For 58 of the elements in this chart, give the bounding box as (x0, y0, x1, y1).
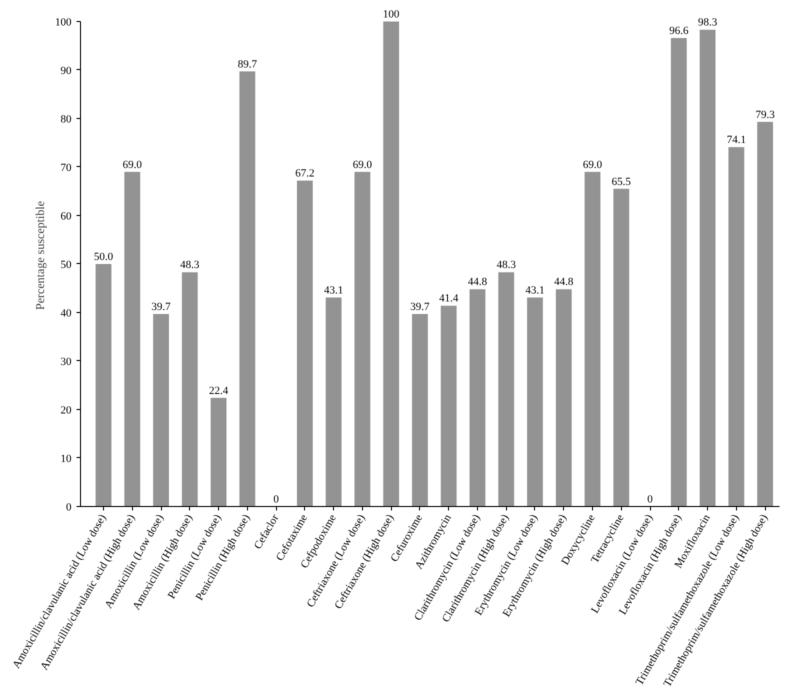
bar (296, 180, 313, 506)
y-tick-label: 40 (60, 307, 72, 320)
data-label: 74.1 (726, 134, 746, 146)
y-tick-label: 0 (66, 502, 72, 514)
y-tick-label: 60 (60, 210, 72, 222)
data-label: 79.3 (755, 108, 776, 121)
bar (354, 172, 370, 506)
data-label: 65.5 (612, 176, 632, 188)
data-label: 0 (273, 494, 280, 506)
data-label: 96.6 (669, 24, 689, 37)
data-label: 43.1 (324, 284, 344, 296)
y-axis-title: Percentage susceptible (33, 201, 47, 310)
y-tick-label: 20 (60, 404, 72, 416)
data-label: 69.0 (582, 158, 603, 171)
data-label: 48.3 (496, 259, 516, 272)
data-label: 69.0 (122, 158, 142, 171)
bar (728, 147, 744, 506)
bar (210, 398, 226, 506)
y-tick-label: 90 (60, 64, 72, 77)
bar (613, 188, 630, 506)
data-label: 44.8 (468, 276, 488, 288)
bar (153, 314, 169, 506)
data-label: 43.1 (525, 284, 545, 296)
data-label: 100 (382, 8, 400, 20)
bar (556, 289, 572, 506)
data-label: 50.0 (94, 250, 114, 263)
data-label: 22.4 (208, 384, 229, 397)
data-label: 48.3 (180, 259, 200, 272)
data-label: 41.4 (439, 292, 459, 305)
y-tick-label: 10 (60, 453, 72, 465)
y-tick-label: 80 (60, 113, 72, 126)
data-label: 67.2 (295, 168, 314, 180)
bar (670, 38, 687, 506)
bar (440, 306, 457, 506)
data-label: 98.3 (698, 16, 718, 29)
y-tick-label: 50 (60, 258, 72, 271)
data-label: 44.8 (554, 276, 574, 288)
bar (182, 272, 198, 506)
data-label: 0 (647, 494, 654, 506)
bar (584, 172, 600, 506)
bar (96, 264, 112, 506)
bar (124, 172, 140, 506)
data-label: 39.7 (410, 300, 430, 313)
bar (498, 272, 514, 506)
bar (326, 297, 342, 506)
y-tick-label: 70 (60, 162, 72, 174)
bar (470, 289, 486, 506)
bar (757, 122, 774, 506)
bar (700, 30, 716, 506)
bar (412, 314, 428, 506)
data-label: 39.7 (151, 300, 172, 313)
bar (383, 21, 400, 506)
bar (239, 71, 256, 506)
data-label: 69.0 (352, 158, 373, 171)
y-tick-label: 100 (55, 16, 72, 28)
data-label: 89.7 (238, 58, 258, 70)
bar (527, 297, 543, 506)
y-tick-label: 30 (60, 356, 72, 368)
